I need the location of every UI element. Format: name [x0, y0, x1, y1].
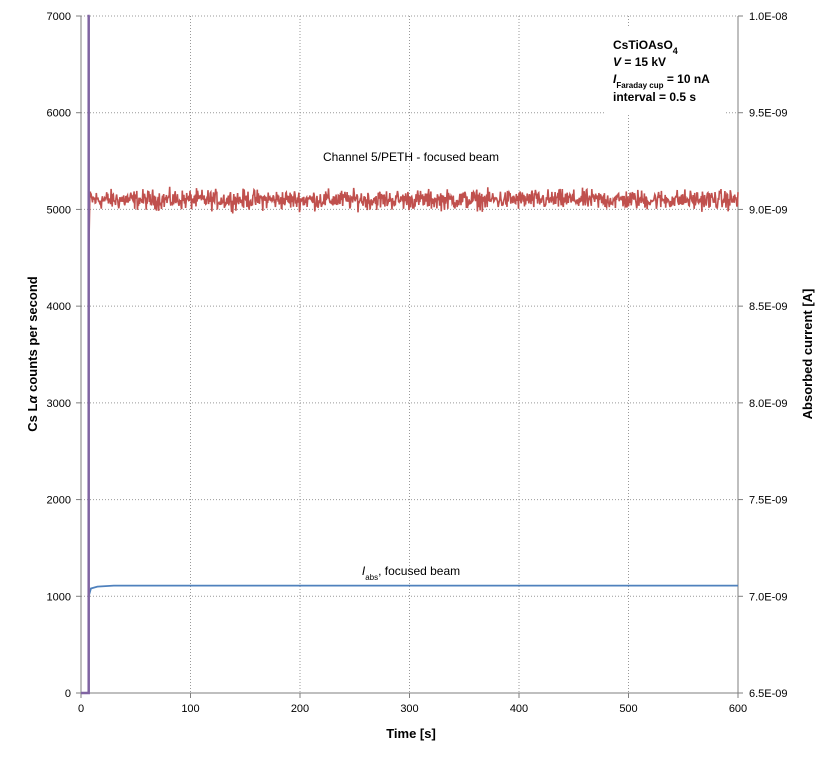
series [81, 14, 739, 695]
series-line-counts [87, 186, 739, 258]
current-series-label: Iabs, focused beam [362, 564, 460, 582]
y-right-tick-label: 7.5E-09 [749, 495, 788, 507]
y-left-tick-label: 4000 [47, 301, 71, 313]
axes [76, 15, 743, 698]
y-right-tick-label: 6.5E-09 [749, 688, 788, 700]
y-left-tick-label: 0 [65, 688, 71, 700]
info-compound: CsTiOAsO4 [613, 38, 678, 56]
x-tick-label: 200 [291, 703, 309, 715]
y-right-tick-label: 9.5E-09 [749, 108, 788, 120]
series-line-spike [81, 14, 90, 695]
info-voltage: V = 15 kV [613, 55, 666, 69]
info-current: IFaraday cup = 10 nA [613, 72, 710, 90]
x-tick-label: 500 [619, 703, 637, 715]
counts-series-label: Channel 5/PETH - focused beam [323, 150, 499, 164]
x-tick-label: 400 [510, 703, 528, 715]
y-left-tick-label: 5000 [47, 204, 71, 216]
x-tick-label: 300 [400, 703, 418, 715]
y-left-tick-label: 3000 [47, 398, 71, 410]
y-right-tick-label: 8.0E-09 [749, 398, 788, 410]
x-tick-label: 0 [78, 703, 84, 715]
y-left-tick-label: 6000 [47, 108, 71, 120]
y-right-tick-label: 8.5E-09 [749, 301, 788, 313]
y-axis-left-title: Cs Lα counts per second [25, 276, 40, 431]
tick-labels: 0 100 200 300 400 500 600010002000300040005000… [47, 11, 788, 715]
y-right-tick-label: 1.0E-08 [749, 11, 788, 23]
x-tick-label: 100 [181, 703, 199, 715]
x-axis-title: Time [s] [386, 726, 436, 741]
y-left-tick-label: 1000 [47, 591, 71, 603]
y-right-tick-label: 7.0E-09 [749, 591, 788, 603]
y-axis-right-title: Absorbed current [A] [800, 289, 815, 420]
info-interval: interval = 0.5 s [613, 90, 696, 104]
info-box [606, 28, 726, 114]
y-left-tick-label: 2000 [47, 495, 71, 507]
x-tick-label: 600 [729, 703, 747, 715]
y-right-tick-label: 9.0E-09 [749, 204, 788, 216]
y-left-tick-label: 7000 [47, 11, 71, 23]
